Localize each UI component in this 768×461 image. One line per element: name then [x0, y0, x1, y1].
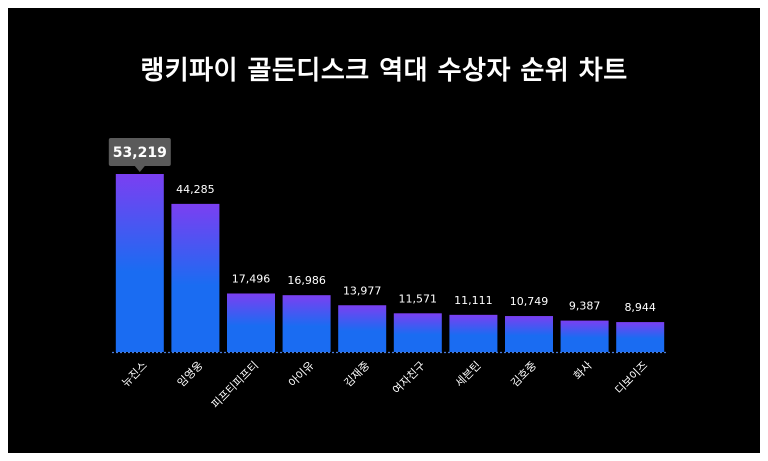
- x-tick-label-2: 임영웅: [175, 359, 206, 390]
- value-label-6: 11,571: [399, 292, 438, 305]
- highlight-value-badge: 53,219: [108, 138, 171, 172]
- x-tick-labels-layer: 뉴진스 임영웅 피프티피프티 아이유 김재중 여자친구 세븐틴 김호중 화사 디보이즈: [119, 359, 650, 411]
- x-tick-label-9: 화사: [571, 359, 595, 383]
- value-label-3: 17,496: [232, 272, 271, 285]
- bar-chart: 53,219 44,285 17,496 16,986 13,977 11,571 11,1…: [108, 138, 668, 411]
- value-label-4: 16,986: [287, 274, 326, 287]
- value-label-10: 8,944: [624, 301, 656, 314]
- x-tick-label-4: 아이유: [286, 359, 317, 390]
- x-tick-label-7: 세븐틴: [453, 359, 484, 390]
- bar-6[interactable]: [393, 313, 442, 352]
- x-tick-label-8: 김호중: [508, 359, 539, 390]
- value-labels-layer: 53,219 44,285 17,496 16,986 13,977 11,571 11,1…: [108, 138, 656, 314]
- bar-4[interactable]: [282, 295, 331, 352]
- x-tick-label-6: 여자친구: [390, 359, 428, 397]
- bar-1[interactable]: [115, 174, 164, 352]
- bar-7[interactable]: [449, 314, 498, 352]
- bar-3[interactable]: [227, 293, 275, 352]
- badge-pointer: [134, 166, 145, 172]
- bar-10[interactable]: [616, 322, 665, 352]
- x-tick-label-1: 뉴진스: [119, 359, 150, 390]
- value-label-9: 9,387: [569, 300, 601, 313]
- value-label-7: 11,111: [454, 294, 493, 307]
- bar-2[interactable]: [171, 203, 220, 352]
- x-tick-label-10: 디보이즈: [613, 359, 651, 397]
- x-tick-label-5: 김재중: [342, 359, 373, 390]
- chart-panel: 랭키파이 골든디스크 역대 수상자 순위 차트 53,219 44,285 17,4…: [8, 8, 760, 453]
- bar-8[interactable]: [505, 316, 553, 352]
- bar-9[interactable]: [560, 320, 609, 352]
- chart-title: 랭키파이 골든디스크 역대 수상자 순위 차트: [140, 56, 628, 86]
- value-label-2: 44,285: [176, 183, 215, 196]
- badge-background: [108, 138, 171, 166]
- value-label-5: 13,977: [343, 284, 382, 297]
- value-label-1: 53,219: [113, 145, 167, 161]
- bar-5[interactable]: [338, 305, 387, 352]
- value-label-8: 10,749: [510, 295, 549, 308]
- bars-layer: [115, 174, 665, 352]
- x-tick-label-3: 피프티피프티: [209, 359, 261, 411]
